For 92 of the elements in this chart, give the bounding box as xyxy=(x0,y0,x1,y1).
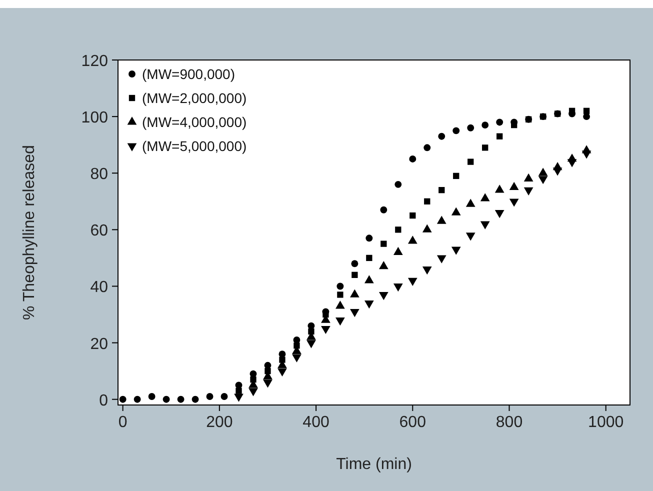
point xyxy=(134,396,141,403)
point xyxy=(378,261,388,270)
point xyxy=(306,340,316,348)
point xyxy=(308,322,315,330)
x-tick-label: 200 xyxy=(206,414,233,431)
point xyxy=(336,300,345,309)
point xyxy=(496,118,504,126)
point xyxy=(336,317,345,326)
point xyxy=(350,289,360,298)
legend-label: (MW=900,000) xyxy=(142,66,235,82)
x-axis-title: Time (min) xyxy=(336,456,412,473)
point xyxy=(510,122,518,128)
point xyxy=(220,393,228,400)
point xyxy=(192,396,199,403)
y-tick-label: 80 xyxy=(90,166,108,184)
point xyxy=(250,370,257,378)
point xyxy=(436,255,446,264)
point xyxy=(453,172,460,180)
point xyxy=(393,246,403,255)
point xyxy=(494,184,504,193)
point xyxy=(234,394,244,402)
point xyxy=(292,354,302,362)
y-tick-label: 0 xyxy=(99,392,108,410)
point xyxy=(394,180,402,188)
y-axis-title: % Theophylline released xyxy=(21,145,38,320)
x-tick-label: 0 xyxy=(118,414,128,431)
point xyxy=(408,278,418,286)
point xyxy=(422,224,432,232)
point xyxy=(451,207,461,216)
point xyxy=(452,127,460,134)
y-tick-label: 60 xyxy=(90,222,108,240)
point xyxy=(467,124,474,132)
point xyxy=(451,246,461,255)
point xyxy=(424,198,430,204)
y-tick-label: 40 xyxy=(90,279,108,296)
point xyxy=(366,254,372,262)
point xyxy=(321,326,330,334)
point xyxy=(293,336,300,344)
y-tick-label: 120 xyxy=(81,53,108,70)
point xyxy=(409,156,416,162)
point xyxy=(352,272,358,278)
point xyxy=(337,292,344,298)
point xyxy=(410,212,416,219)
point xyxy=(380,240,387,247)
point xyxy=(236,388,242,394)
legend-label: (MW=4,000,000) xyxy=(142,114,247,130)
point xyxy=(496,133,503,140)
point xyxy=(364,275,374,284)
point xyxy=(509,182,519,190)
point xyxy=(336,282,344,290)
point xyxy=(206,393,214,400)
point xyxy=(351,260,358,268)
point xyxy=(364,300,374,309)
point xyxy=(278,368,287,376)
point xyxy=(408,236,418,244)
point xyxy=(583,113,590,120)
point xyxy=(480,221,490,230)
point xyxy=(263,380,272,388)
point xyxy=(466,198,476,207)
point xyxy=(583,108,590,114)
point xyxy=(177,396,184,403)
point xyxy=(568,108,576,114)
point xyxy=(248,388,258,396)
point xyxy=(554,110,561,117)
point xyxy=(524,187,534,196)
point xyxy=(538,168,548,176)
x-tick-label: 800 xyxy=(496,414,523,431)
point xyxy=(395,226,402,233)
point xyxy=(162,396,170,403)
point xyxy=(468,158,474,165)
x-tick-label: 400 xyxy=(302,414,330,431)
point xyxy=(436,216,446,224)
point xyxy=(438,187,445,194)
point xyxy=(264,362,272,369)
point xyxy=(235,382,242,389)
point xyxy=(380,206,388,214)
point xyxy=(438,132,446,140)
point xyxy=(148,393,156,400)
x-tick-label: 1000 xyxy=(588,414,624,431)
y-tick-label: 20 xyxy=(90,336,108,353)
legend-label: (MW=5,000,000) xyxy=(142,138,247,154)
legend-label: (MW=2,000,000) xyxy=(142,90,247,106)
point xyxy=(480,193,490,202)
x-tick-label: 600 xyxy=(399,414,426,431)
point xyxy=(350,308,360,318)
point xyxy=(482,122,489,129)
point xyxy=(119,396,126,403)
point xyxy=(524,173,534,182)
point xyxy=(424,144,431,152)
point xyxy=(482,144,488,151)
y-tick-label: 100 xyxy=(81,110,108,127)
point xyxy=(366,234,373,242)
